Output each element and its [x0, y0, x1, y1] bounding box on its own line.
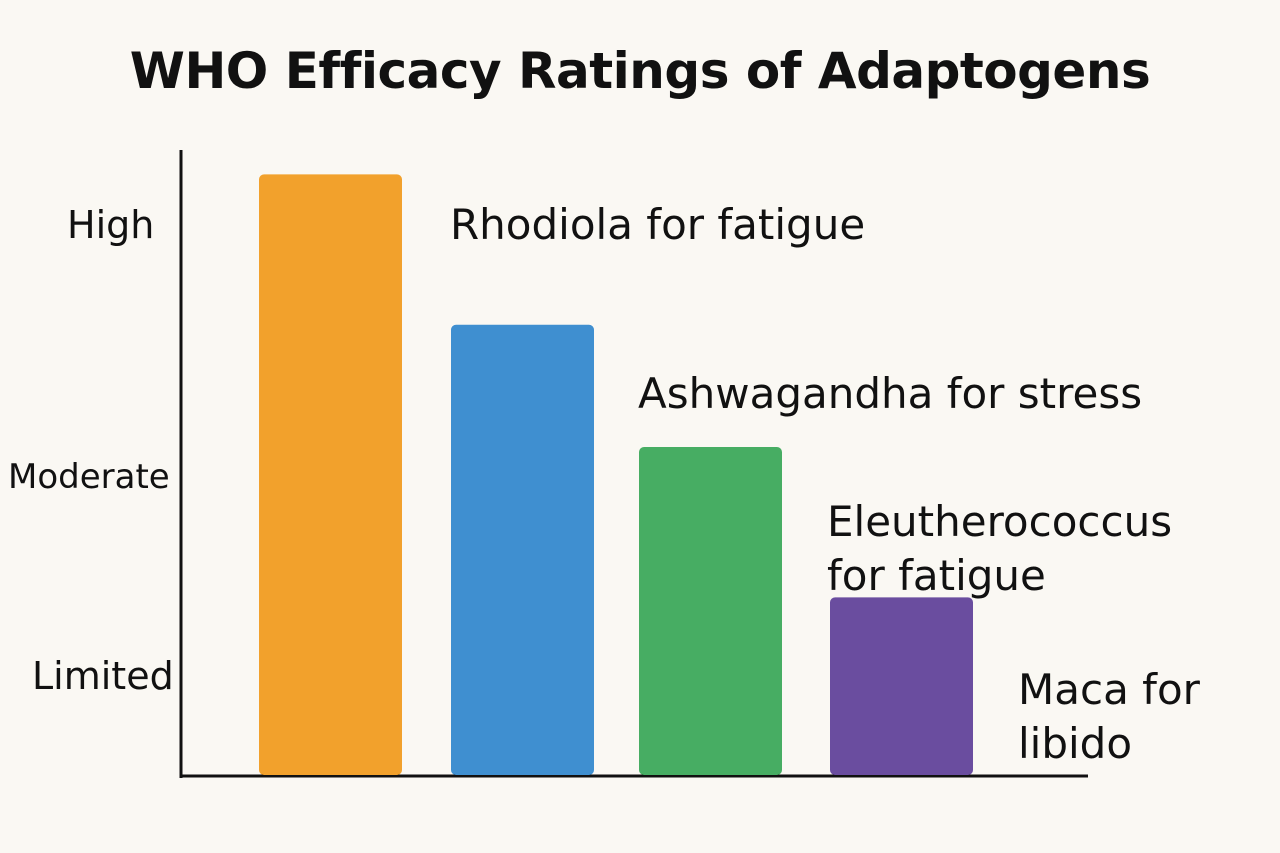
bar: [830, 597, 973, 775]
bar-label: Eleutherococcus for fatigue: [827, 497, 1172, 600]
bar-label: Maca for libido: [1018, 665, 1201, 768]
bar-label: Rhodiola for fatigue: [450, 200, 865, 249]
bar: [259, 174, 402, 775]
y-tick-label: Limited: [32, 654, 174, 698]
bar-label: Ashwagandha for stress: [638, 369, 1142, 418]
bar: [451, 324, 594, 775]
chart-title: WHO Efficacy Ratings of Adaptogens: [129, 42, 1151, 100]
bar: [639, 447, 782, 775]
y-tick-label: High: [67, 203, 154, 247]
y-tick-label: Moderate: [8, 457, 170, 497]
